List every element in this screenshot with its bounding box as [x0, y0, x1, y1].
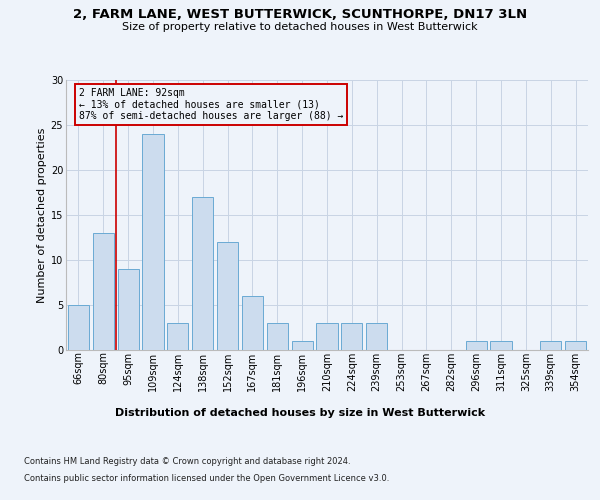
Bar — [366, 323, 387, 350]
Bar — [565, 341, 586, 350]
Text: Contains public sector information licensed under the Open Government Licence v3: Contains public sector information licen… — [24, 474, 389, 483]
Bar — [267, 323, 288, 350]
Text: 2 FARM LANE: 92sqm
← 13% of detached houses are smaller (13)
87% of semi-detache: 2 FARM LANE: 92sqm ← 13% of detached hou… — [79, 88, 343, 122]
Bar — [466, 341, 487, 350]
Bar — [68, 305, 89, 350]
Text: Size of property relative to detached houses in West Butterwick: Size of property relative to detached ho… — [122, 22, 478, 32]
Bar — [93, 233, 114, 350]
Text: Distribution of detached houses by size in West Butterwick: Distribution of detached houses by size … — [115, 408, 485, 418]
Y-axis label: Number of detached properties: Number of detached properties — [37, 128, 47, 302]
Bar — [540, 341, 561, 350]
Bar — [242, 296, 263, 350]
Bar — [341, 323, 362, 350]
Bar — [192, 197, 213, 350]
Bar — [217, 242, 238, 350]
Text: 2, FARM LANE, WEST BUTTERWICK, SCUNTHORPE, DN17 3LN: 2, FARM LANE, WEST BUTTERWICK, SCUNTHORP… — [73, 8, 527, 20]
Bar — [292, 341, 313, 350]
Bar — [490, 341, 512, 350]
Bar — [142, 134, 164, 350]
Bar — [316, 323, 338, 350]
Bar — [118, 269, 139, 350]
Bar — [167, 323, 188, 350]
Text: Contains HM Land Registry data © Crown copyright and database right 2024.: Contains HM Land Registry data © Crown c… — [24, 457, 350, 466]
